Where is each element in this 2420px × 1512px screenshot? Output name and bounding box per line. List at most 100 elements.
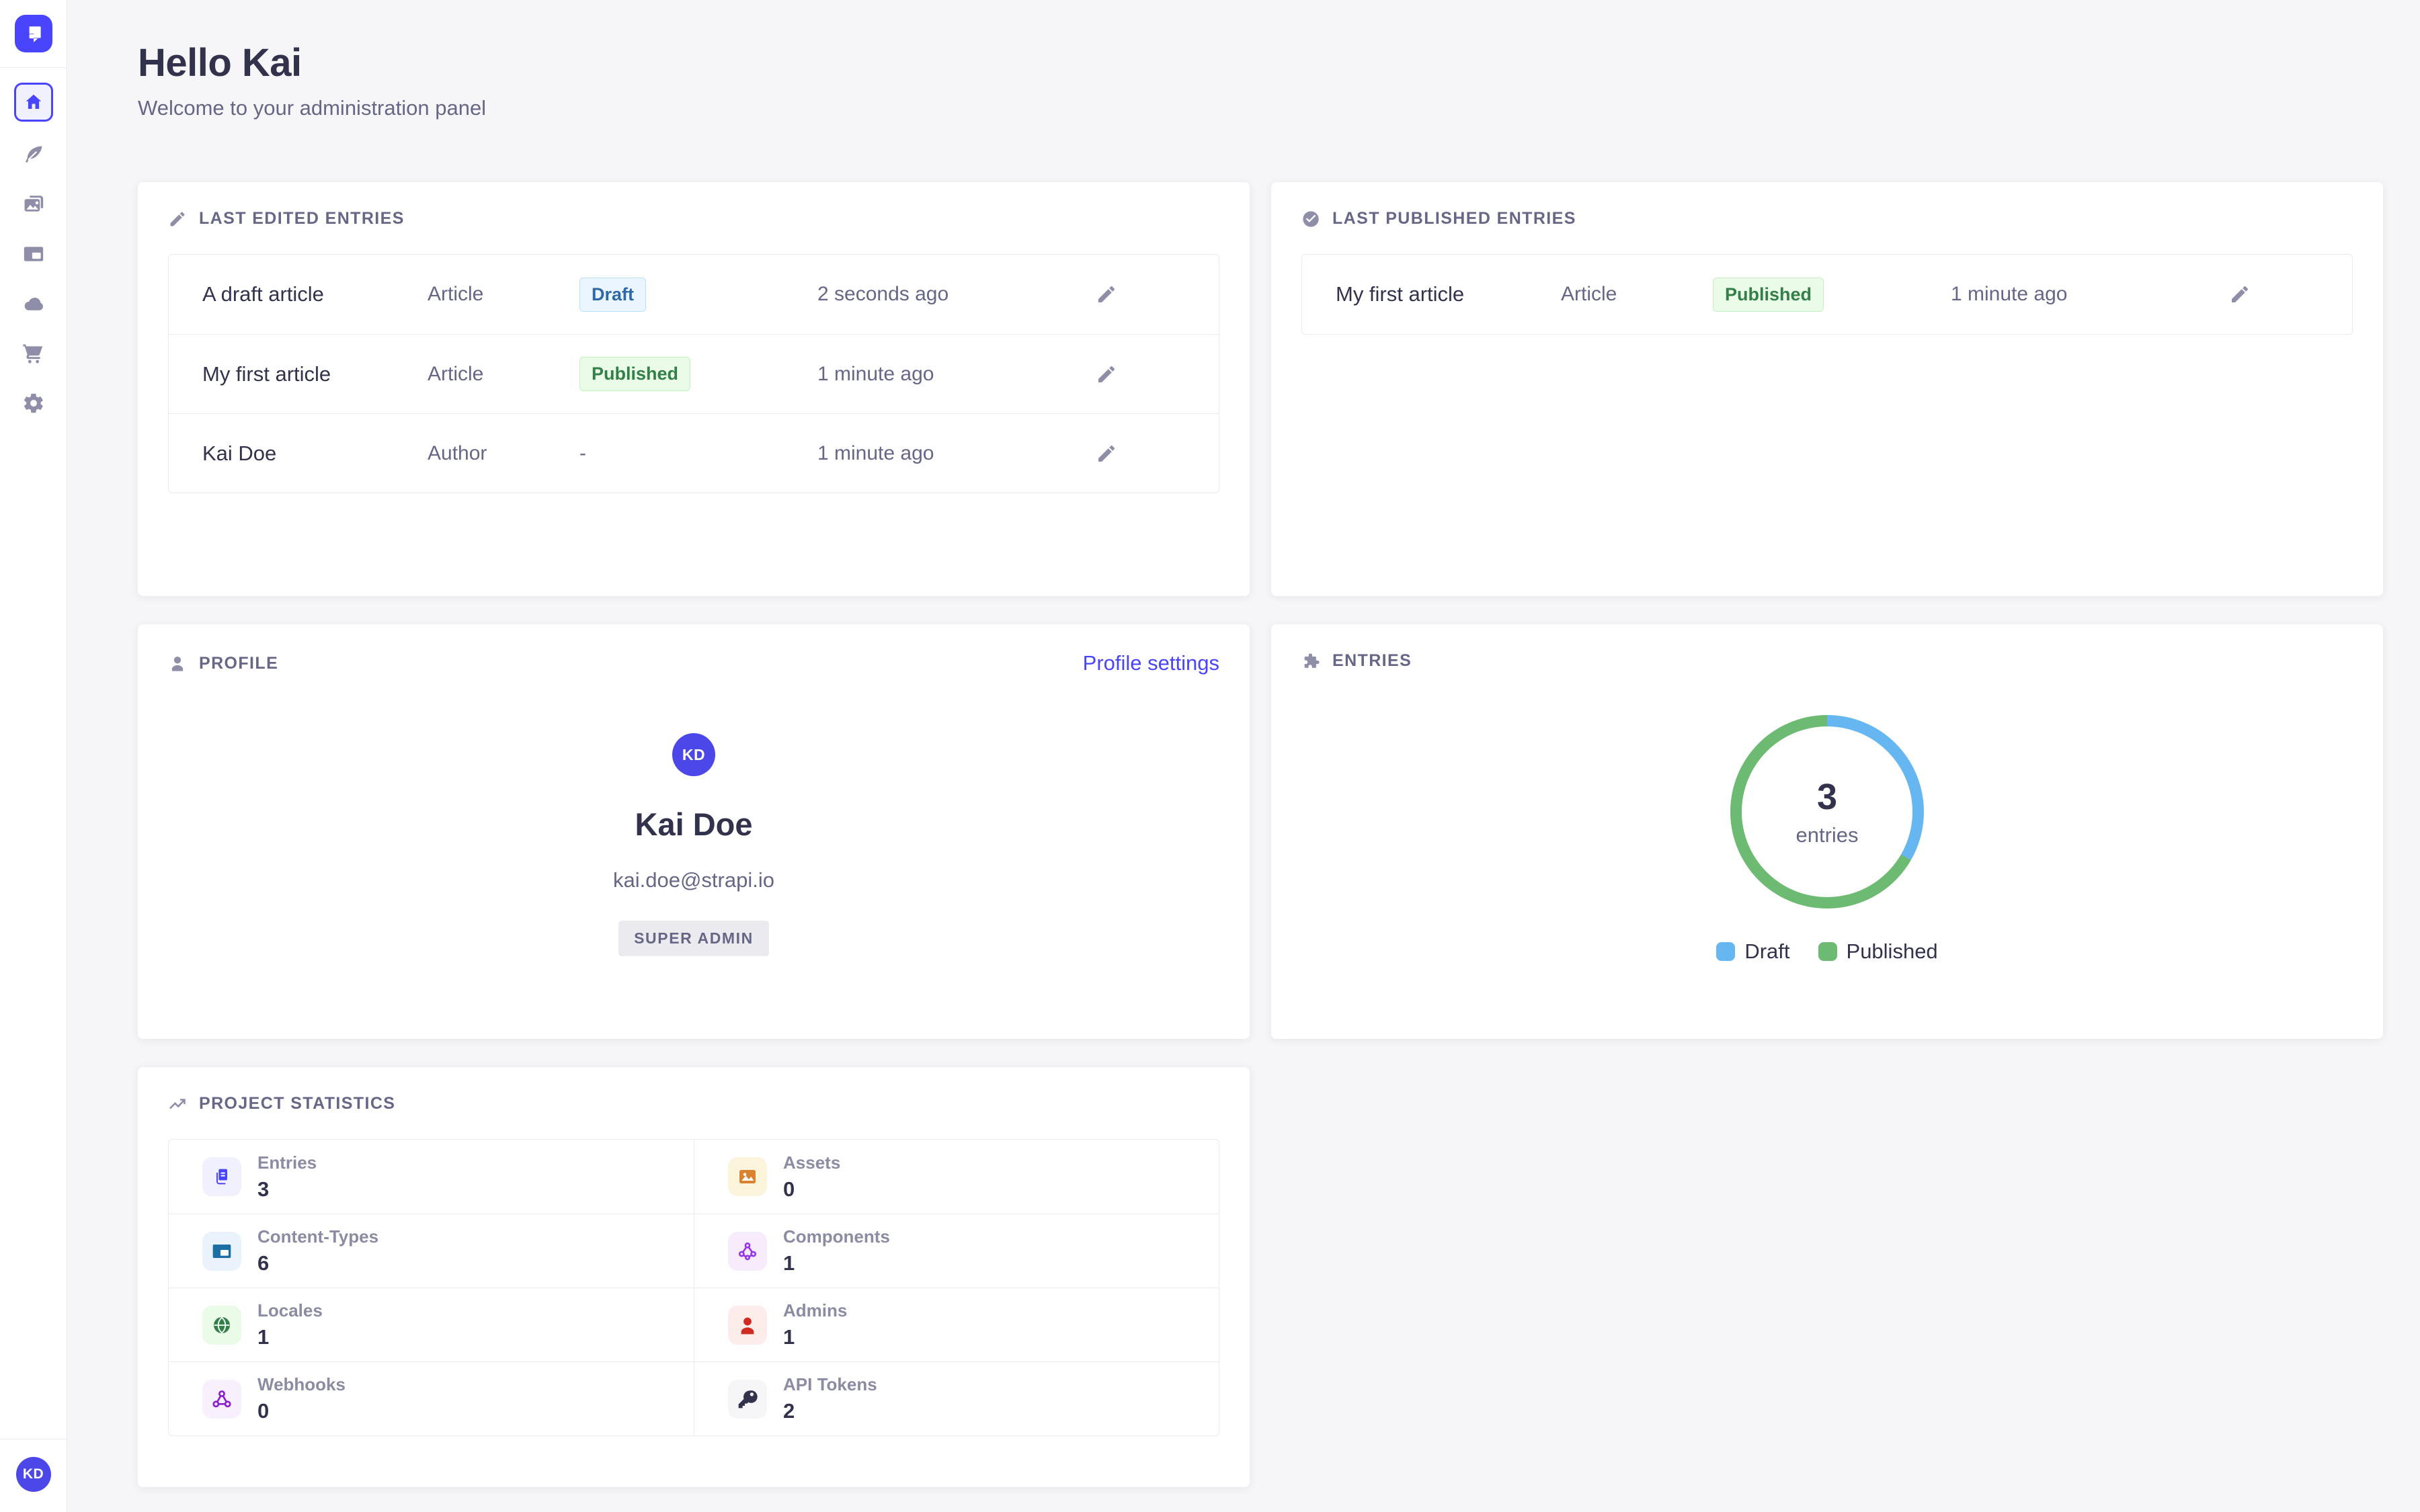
legend-label: Draft [1744, 939, 1790, 963]
legend-label: Published [1846, 939, 1938, 963]
pencil-icon [168, 210, 187, 228]
page-subtitle: Welcome to your administration panel [138, 96, 487, 120]
last-published-table: My first article Article Published 1 min… [1301, 254, 2353, 335]
edit-entry-button[interactable] [1096, 364, 1120, 385]
stat-admins: Admins 1 [694, 1288, 1219, 1361]
stat-content-types: Content-Types 6 [169, 1214, 694, 1288]
stat-value: 3 [257, 1177, 270, 1201]
card-last-published-entries: LAST PUBLISHED ENTRIES My first article … [1271, 182, 2383, 596]
entry-updated: 1 minute ago [1951, 283, 2068, 305]
page-title: Hello Kai [138, 41, 302, 85]
entry-name: Kai Doe [202, 441, 277, 465]
person-icon [168, 654, 187, 673]
donut-center-label: entries [1796, 823, 1859, 847]
cart-icon [22, 344, 42, 364]
card-profile: PROFILE Profile settings KD Kai Doe kai.… [138, 624, 1250, 1039]
stat-label: Webhooks [257, 1374, 346, 1394]
stat-value: 1 [783, 1325, 795, 1349]
feather-icon [25, 146, 42, 163]
stat-value: 0 [257, 1399, 270, 1423]
stat-value: 1 [257, 1325, 270, 1349]
layout-icon [24, 247, 43, 261]
dashboard-grid: LAST EDITED ENTRIES A draft article Arti… [138, 182, 2383, 1487]
stat-assets: Assets 0 [694, 1140, 1219, 1214]
user-avatar[interactable]: KD [15, 1457, 51, 1492]
sidebar: KD [0, 0, 67, 1512]
entry-type: Author [428, 442, 487, 464]
edit-pencil-icon [2232, 286, 2249, 302]
layout-icon [202, 1231, 241, 1271]
edit-pencil-icon [1098, 286, 1115, 302]
globe-icon [202, 1305, 241, 1345]
puzzle-icon [1301, 652, 1320, 671]
stat-api-tokens: API Tokens 2 [694, 1361, 1219, 1435]
card-title: LAST PUBLISHED ENTRIES [1332, 209, 1576, 228]
sidebar-item-media-library[interactable] [9, 179, 58, 229]
stat-value: 2 [783, 1399, 795, 1423]
card-title: PROJECT STATISTICS [199, 1094, 396, 1113]
edit-entry-button[interactable] [1096, 443, 1120, 464]
sidebar-nav [9, 83, 58, 428]
legend-swatch [1716, 942, 1736, 961]
edit-pencil-icon [1098, 445, 1115, 462]
stat-value: 6 [257, 1251, 270, 1275]
strapi-logo[interactable] [14, 15, 52, 52]
stat-label: Admins [783, 1300, 848, 1320]
legend-swatch [1818, 942, 1837, 961]
stat-label: Entries [257, 1152, 317, 1173]
profile-name: Kai Doe [635, 806, 753, 842]
cloud-icon [24, 298, 43, 310]
stat-value: 0 [783, 1177, 795, 1201]
donut-hole: 3 entries [1742, 726, 1912, 897]
edit-entry-button[interactable] [2229, 284, 2253, 305]
edit-entry-button[interactable] [1096, 284, 1120, 305]
table-row: Kai Doe Author - 1 minute ago [169, 413, 1219, 493]
key-icon [728, 1379, 767, 1419]
status-badge: Published [1713, 277, 1824, 312]
stat-components: Components 1 [694, 1214, 1219, 1288]
sidebar-item-settings[interactable] [9, 378, 58, 428]
check-circle-icon [1301, 210, 1320, 228]
stat-label: Locales [257, 1300, 323, 1320]
main-content: Hello Kai Welcome to your administration… [67, 0, 2420, 1512]
table-row: My first article Article Published 1 min… [1302, 255, 2352, 334]
card-title: ENTRIES [1332, 651, 1412, 670]
entry-updated: 1 minute ago [817, 442, 934, 464]
profile-settings-link[interactable]: Profile settings [1082, 651, 1219, 675]
stat-value: 1 [783, 1251, 795, 1275]
entry-updated: 1 minute ago [817, 362, 934, 385]
entries-donut: 3 entries [1730, 715, 1924, 909]
card-entries-chart: ENTRIES 3 entries Draft [1271, 624, 2383, 1039]
stat-locales: Locales 1 [169, 1288, 694, 1361]
stat-entries: Entries 3 [169, 1140, 694, 1214]
home-icon [26, 94, 41, 109]
card-project-statistics: PROJECT STATISTICS Entries 3 [138, 1067, 1250, 1487]
images-icon [24, 196, 43, 212]
sidebar-item-content-manager[interactable] [9, 130, 58, 179]
chart-legend: Draft Published [1716, 939, 1938, 964]
sidebar-item-marketplace[interactable] [9, 329, 58, 378]
sidebar-item-home[interactable] [13, 83, 53, 122]
gear-icon [24, 393, 43, 413]
sidebar-item-content-type-builder[interactable] [9, 229, 58, 279]
legend-item-draft: Draft [1716, 939, 1790, 964]
sidebar-item-cloud[interactable] [9, 279, 58, 329]
status-badge: Published [579, 357, 691, 391]
trending-up-icon [168, 1095, 187, 1114]
card-last-edited-entries: LAST EDITED ENTRIES A draft article Arti… [138, 182, 1250, 596]
project-statistics-header: PROJECT STATISTICS [168, 1094, 1219, 1114]
stat-label: Assets [783, 1152, 841, 1173]
profile-body: KD Kai Doe kai.doe@strapi.io SUPER ADMIN [168, 733, 1219, 956]
table-row: My first article Article Published 1 min… [169, 334, 1219, 413]
table-row: A draft article Article Draft 2 seconds … [169, 255, 1219, 334]
stat-label: Components [783, 1226, 890, 1247]
entries-header: ENTRIES [1301, 651, 2353, 671]
entries-body: 3 entries Draft Published [1301, 671, 2353, 964]
entry-type: Article [428, 283, 484, 305]
donut-center-value: 3 [1816, 777, 1838, 817]
image-icon [728, 1157, 767, 1196]
status-badge: - [579, 442, 586, 464]
entry-type: Article [428, 362, 484, 385]
strapi-logo-icon [29, 26, 41, 43]
